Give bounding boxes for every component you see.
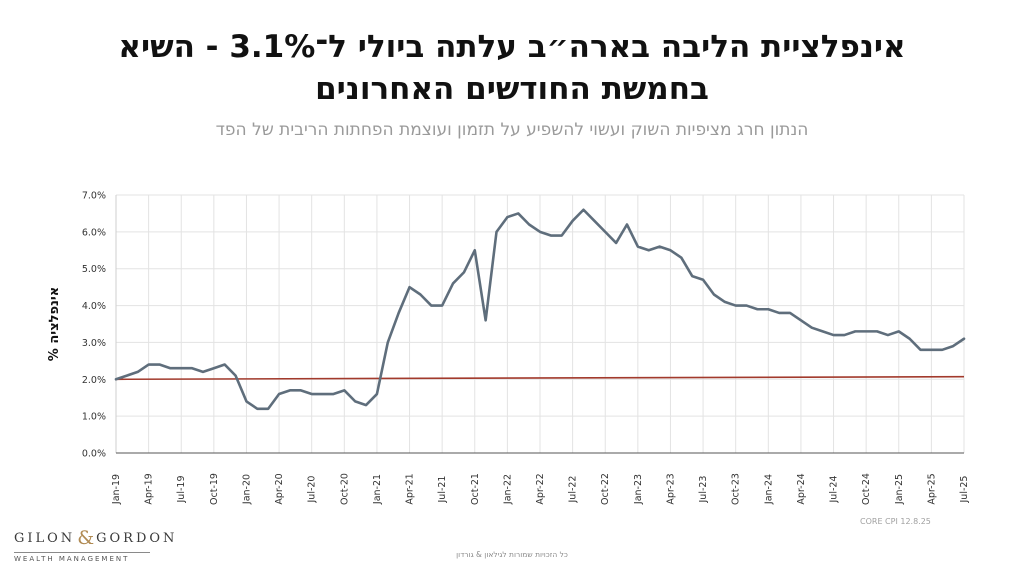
title-line-1: אינפלציית הליבה בארה״ב עלתה ביולי ל־3.1%… [118,29,906,65]
x-tick-label: Jul-19 [176,476,187,504]
x-tick-label: Oct-24 [861,473,872,505]
y-tick-label: 7.0% [82,191,106,202]
logo-left-word: GILON [14,531,76,546]
x-tick-label: Jul-22 [568,476,579,504]
x-tick-label: Apr-24 [796,473,807,504]
grid [116,194,965,453]
y-tick-label: 6.0% [82,227,106,238]
logo-ampersand: & [77,527,95,549]
chart-title: אינפלציית הליבה בארה״ב עלתה ביולי ל־3.1%… [60,26,964,110]
y-tick-label: 1.0% [82,412,106,423]
chart-subtitle: הנתון חרג מציפיות השוק ועשוי להשפיע על ת… [215,120,809,140]
x-tick-label: Jul-23 [698,476,709,504]
x-tick-label: Apr-21 [405,473,416,504]
x-tick-label: Oct-19 [209,473,220,505]
y-tick-label: 5.0% [82,264,106,275]
x-tick-label: Jan-25 [894,474,905,505]
x-tick-label: Apr-20 [274,473,285,504]
x-tick-label: Apr-19 [144,473,155,504]
x-tick-label: Jan-21 [372,474,383,505]
series [114,208,966,411]
title-line-2: בחמשת החודשים האחרונים [315,71,709,107]
x-tick-label: Jan-20 [241,474,252,505]
x-tick-label: Apr-23 [665,473,676,504]
x-tick-label: Jan-22 [502,474,513,505]
y-axis-label: % אינפלציה [47,287,62,361]
x-tick-label: Apr-22 [535,473,546,504]
x-tick-label: Oct-20 [339,473,350,505]
x-tick-label: Apr-25 [926,473,937,504]
company-logo: GILON & GORDON WEALTH MANAGEMENT [14,527,174,563]
x-tick-label: Oct-22 [600,473,611,505]
x-tick-label: Jan-19 [111,474,122,505]
data-source: CORE CPI 12.8.25 [860,517,931,526]
x-tick-label: Jan-23 [633,474,644,505]
y-axis-ticks: 0.0% 1.0% 2.0% 3.0% 4.0% 5.0% 6.0% 7.0% [82,191,106,460]
x-tick-label: Jul-21 [437,476,448,504]
y-tick-label: 0.0% [82,449,106,460]
inflation-series-line [114,208,966,411]
target-line [115,375,965,381]
axes [115,195,964,454]
x-axis-ticks: Jan-19 Apr-19 Jul-19 Oct-19 Jan-20 Apr-20 Jul-… [111,473,970,505]
logo-divider [14,552,150,553]
x-tick-label: Jul-20 [307,476,318,504]
y-tick-label: 2.0% [82,375,106,386]
x-tick-label: Jul-24 [829,476,840,504]
x-tick-label: Jan-24 [763,474,774,505]
x-tick-label: Oct-21 [470,473,481,505]
logo-tagline: WEALTH MANAGEMENT [14,555,130,563]
logo-right-word: GORDON [96,531,178,546]
x-tick-label: Jul-25 [959,476,970,504]
x-tick-label: Oct-23 [731,473,742,505]
copyright-footer: כל הזכויות שמורות לגילאון & גורדון [456,550,568,559]
y-tick-label: 4.0% [82,301,106,312]
y-tick-label: 3.0% [82,338,106,349]
